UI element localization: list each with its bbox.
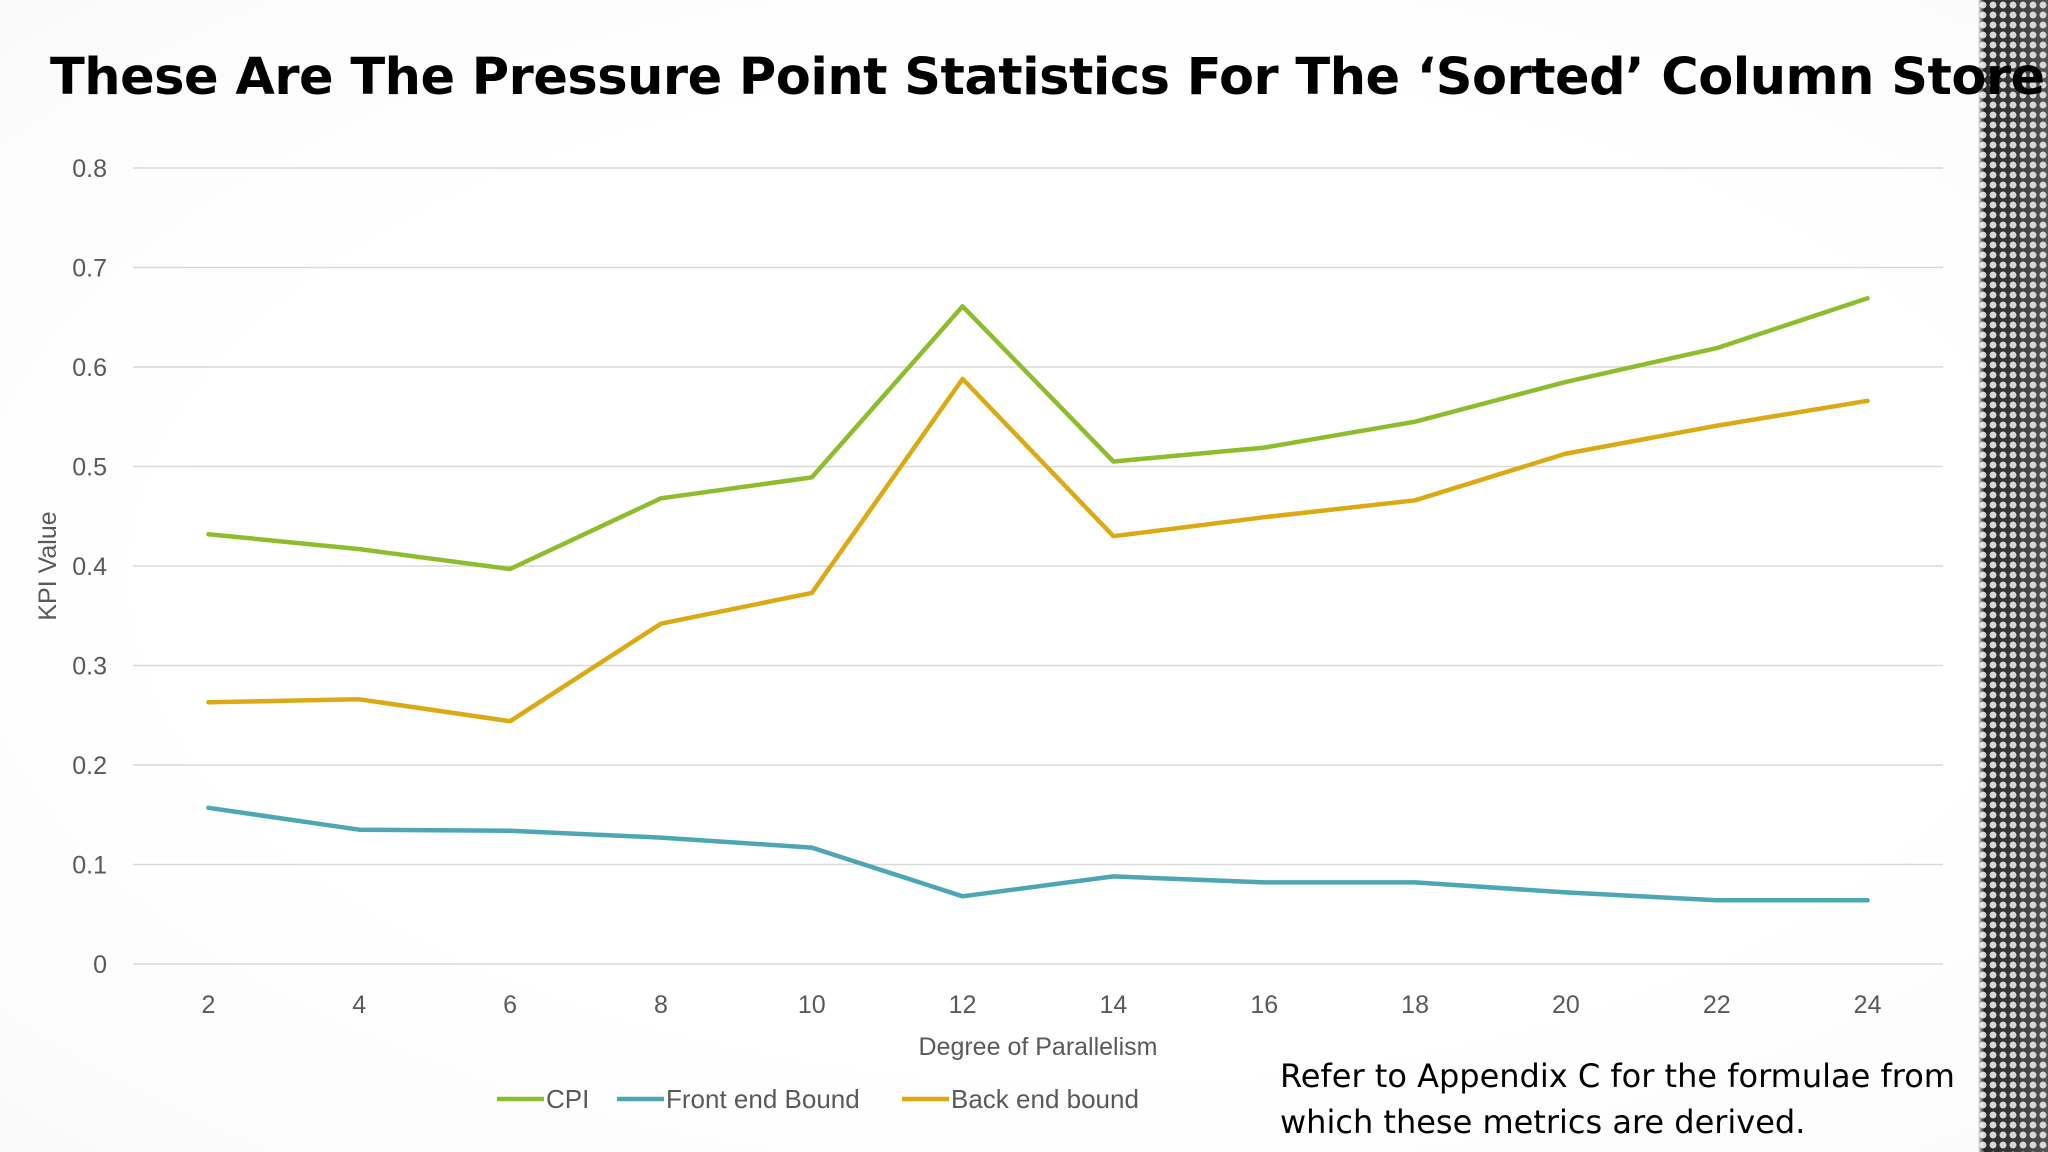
legend-label: CPI xyxy=(546,1084,589,1114)
x-tick-label: 6 xyxy=(503,991,517,1019)
y-tick-label: 0.7 xyxy=(72,255,107,283)
line-chart: 00.10.20.30.40.50.60.70.8 2 4 6 8 10 12 14 16 18… xyxy=(34,155,1943,1114)
chart-series xyxy=(206,296,1870,903)
x-tick-label: 16 xyxy=(1250,991,1278,1019)
decorative-side-strip xyxy=(1978,0,2048,1152)
y-tick-label: 0.3 xyxy=(72,653,107,681)
y-axis-tick-labels: 0 0.1 0.2 0.3 0.4 0.5 0.6 0.7 0.8 xyxy=(72,155,107,979)
x-tick-label: 22 xyxy=(1703,991,1731,1019)
x-tick-label: 12 xyxy=(949,991,977,1019)
slide-background xyxy=(0,0,1985,1152)
x-axis-title: Degree of Parallelism xyxy=(919,1033,1158,1061)
x-tick-label: 2 xyxy=(201,991,215,1019)
legend-label: Front end Bound xyxy=(666,1084,860,1114)
series-line-front-end-bound xyxy=(206,805,1870,903)
x-tick-label: 18 xyxy=(1401,991,1429,1019)
y-tick-label: 0.4 xyxy=(72,553,107,581)
y-tick-label: 0 xyxy=(93,951,107,979)
y-axis-title: KPI Value xyxy=(34,511,62,620)
slide-title: These Are The Pressure Point Statistics … xyxy=(50,48,2045,107)
x-tick-label: 4 xyxy=(352,991,366,1019)
y-tick-label: 0.8 xyxy=(72,155,107,183)
series-line-cpi xyxy=(206,296,1870,572)
x-tick-label: 20 xyxy=(1552,991,1580,1019)
y-tick-label: 0.5 xyxy=(72,454,107,482)
side-strip-edge xyxy=(1978,0,1984,1152)
x-tick-label: 24 xyxy=(1854,991,1882,1019)
series-line-back-end-bound xyxy=(206,376,1870,724)
x-tick-label: 8 xyxy=(654,991,668,1019)
appendix-note: Refer to Appendix C for the formulae fro… xyxy=(1280,1057,1955,1141)
legend-label: Back end bound xyxy=(951,1084,1139,1114)
chart-gridlines xyxy=(133,167,1943,965)
x-tick-label: 10 xyxy=(798,991,826,1019)
y-tick-label: 0.6 xyxy=(72,354,107,382)
x-axis-tick-labels: 2 4 6 8 10 12 14 16 18 20 22 24 xyxy=(201,991,1881,1019)
x-tick-label: 14 xyxy=(1100,991,1128,1019)
y-tick-label: 0.1 xyxy=(72,852,107,880)
y-tick-label: 0.2 xyxy=(72,752,107,780)
chart-legend: CPI Front end Bound Back end bound xyxy=(497,1084,1139,1114)
